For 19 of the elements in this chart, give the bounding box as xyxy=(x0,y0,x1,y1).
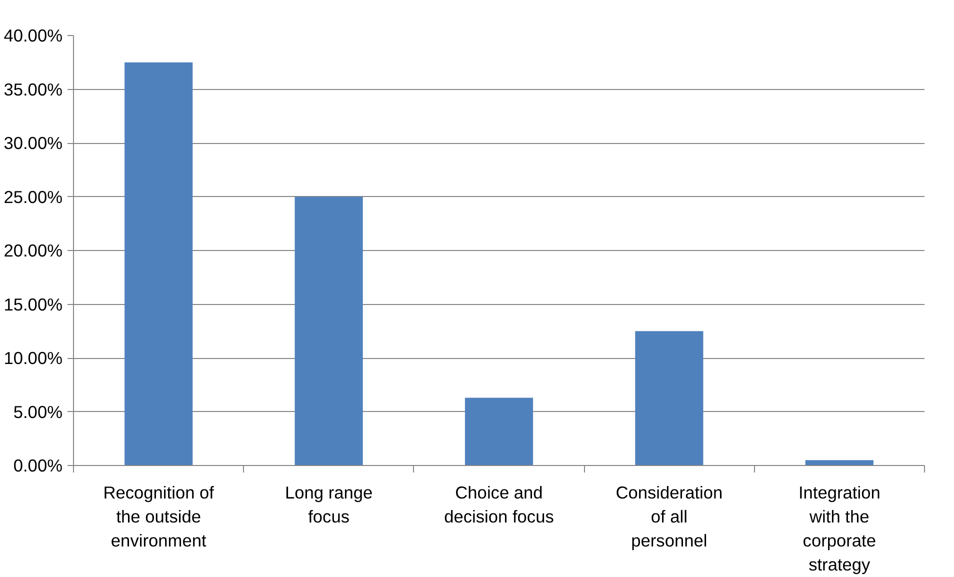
x-tick-label: Choice and decision focus xyxy=(444,482,554,526)
bar xyxy=(805,460,874,466)
y-tick-label: 10.00% xyxy=(4,348,63,368)
bar xyxy=(124,62,193,466)
x-tick-label: Recognition of the outside environment xyxy=(103,482,214,550)
bar xyxy=(464,398,534,466)
y-tick-label: 20.00% xyxy=(4,240,63,260)
y-tick-label: 5.00% xyxy=(13,402,63,422)
bar xyxy=(635,331,704,466)
y-tick-label: 35.00% xyxy=(4,79,63,100)
y-tick-label: 30.00% xyxy=(4,133,63,153)
x-tick-label: Consideration of all personnel xyxy=(616,482,723,550)
y-tick-label: 15.00% xyxy=(4,294,63,314)
x-tick-label: Long range focus xyxy=(284,482,373,526)
y-tick-label: 40.00% xyxy=(4,26,63,46)
x-tick-label: Integration with the corporate strategy xyxy=(798,482,880,574)
bar xyxy=(294,196,363,466)
y-tick-label: 25.00% xyxy=(4,186,63,207)
y-tick-label: 0.00% xyxy=(13,456,63,476)
